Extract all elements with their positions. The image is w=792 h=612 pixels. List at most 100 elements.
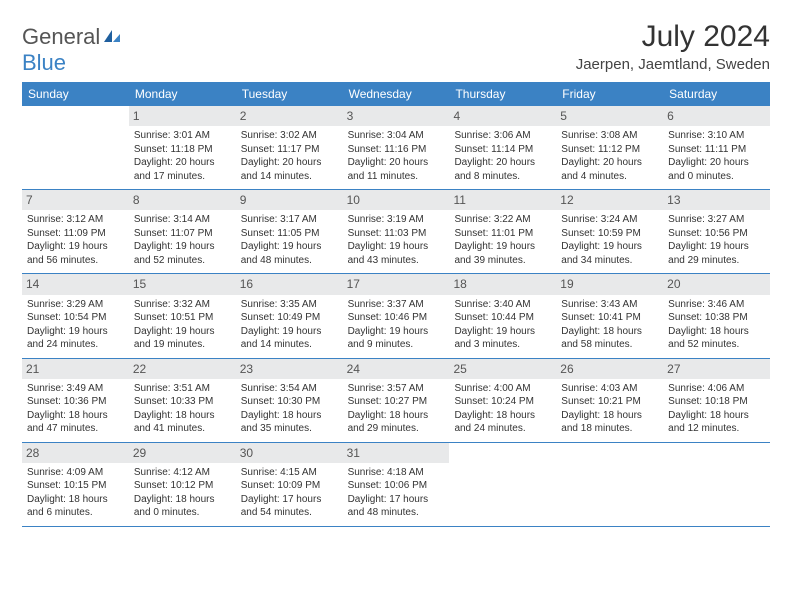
calendar-cell: 22Sunrise: 3:51 AMSunset: 10:33 PMDaylig… xyxy=(129,359,236,442)
day-detail-line: Sunrise: 3:17 AM xyxy=(241,213,338,227)
day-detail-line: Daylight: 19 hours xyxy=(348,240,445,254)
calendar-row: 28Sunrise: 4:09 AMSunset: 10:15 PMDaylig… xyxy=(22,443,770,527)
day-detail-line: Daylight: 20 hours xyxy=(134,156,231,170)
day-detail-line: and 24 minutes. xyxy=(454,422,551,436)
day-detail-line: and 35 minutes. xyxy=(241,422,338,436)
day-number: 15 xyxy=(129,274,236,294)
day-detail-line: Sunrise: 3:06 AM xyxy=(454,129,551,143)
day-number: 29 xyxy=(129,443,236,463)
day-detail-line: Daylight: 19 hours xyxy=(454,240,551,254)
day-detail-line: Sunset: 11:14 PM xyxy=(454,143,551,157)
calendar-cell: 9Sunrise: 3:17 AMSunset: 11:05 PMDayligh… xyxy=(236,190,343,273)
day-detail-line: Daylight: 19 hours xyxy=(27,325,124,339)
day-detail-line: Sunrise: 3:01 AM xyxy=(134,129,231,143)
day-detail-line: Sunrise: 3:24 AM xyxy=(561,213,658,227)
day-detail-line: and 24 minutes. xyxy=(27,338,124,352)
day-detail-line: and 41 minutes. xyxy=(134,422,231,436)
calendar-cell: 23Sunrise: 3:54 AMSunset: 10:30 PMDaylig… xyxy=(236,359,343,442)
day-detail-line: Sunset: 11:07 PM xyxy=(134,227,231,241)
day-detail-line: and 18 minutes. xyxy=(561,422,658,436)
calendar-cell: 14Sunrise: 3:29 AMSunset: 10:54 PMDaylig… xyxy=(22,274,129,357)
day-number: 3 xyxy=(343,106,450,126)
day-detail-line: Sunrise: 3:08 AM xyxy=(561,129,658,143)
calendar-cell: 19Sunrise: 3:43 AMSunset: 10:41 PMDaylig… xyxy=(556,274,663,357)
day-detail-line: and 4 minutes. xyxy=(561,170,658,184)
day-detail-line: Sunset: 11:16 PM xyxy=(348,143,445,157)
day-detail-line: and 52 minutes. xyxy=(668,338,765,352)
logo-text-general: General xyxy=(22,24,100,49)
calendar-cell: 29Sunrise: 4:12 AMSunset: 10:12 PMDaylig… xyxy=(129,443,236,526)
day-number: 9 xyxy=(236,190,343,210)
day-number: 23 xyxy=(236,359,343,379)
day-detail-line: Daylight: 18 hours xyxy=(348,409,445,423)
location-text: Jaerpen, Jaemtland, Sweden xyxy=(576,56,770,73)
day-detail-line: and 14 minutes. xyxy=(241,170,338,184)
day-detail-line: Sunset: 10:38 PM xyxy=(668,311,765,325)
calendar-cell xyxy=(556,443,663,526)
day-detail-line: Sunset: 10:18 PM xyxy=(668,395,765,409)
day-number: 22 xyxy=(129,359,236,379)
day-detail-line: Sunset: 11:09 PM xyxy=(27,227,124,241)
day-detail-line: Sunset: 10:21 PM xyxy=(561,395,658,409)
day-number: 10 xyxy=(343,190,450,210)
day-detail-line: Sunrise: 3:37 AM xyxy=(348,298,445,312)
day-detail-line: Daylight: 19 hours xyxy=(134,325,231,339)
day-detail-line: and 29 minutes. xyxy=(348,422,445,436)
day-detail-line: Daylight: 19 hours xyxy=(241,240,338,254)
day-detail-line: Daylight: 20 hours xyxy=(454,156,551,170)
day-detail-line: Daylight: 18 hours xyxy=(134,493,231,507)
day-detail-line: Sunset: 11:17 PM xyxy=(241,143,338,157)
day-detail-line: Sunset: 10:44 PM xyxy=(454,311,551,325)
day-detail-line: Sunset: 10:33 PM xyxy=(134,395,231,409)
calendar-cell: 10Sunrise: 3:19 AMSunset: 11:03 PMDaylig… xyxy=(343,190,450,273)
day-detail-line: and 56 minutes. xyxy=(27,254,124,268)
weekday-tuesday: Tuesday xyxy=(236,82,343,106)
weekday-friday: Friday xyxy=(556,82,663,106)
calendar-cell: 20Sunrise: 3:46 AMSunset: 10:38 PMDaylig… xyxy=(663,274,770,357)
calendar-row: 21Sunrise: 3:49 AMSunset: 10:36 PMDaylig… xyxy=(22,359,770,443)
day-number: 14 xyxy=(22,274,129,294)
day-number: 25 xyxy=(449,359,556,379)
day-number: 1 xyxy=(129,106,236,126)
page-header: General Blue July 2024 Jaerpen, Jaemtlan… xyxy=(22,20,770,76)
day-detail-line: and 43 minutes. xyxy=(348,254,445,268)
day-detail-line: Daylight: 19 hours xyxy=(27,240,124,254)
day-detail-line: Sunset: 10:46 PM xyxy=(348,311,445,325)
day-detail-line: Daylight: 20 hours xyxy=(561,156,658,170)
day-detail-line: Daylight: 17 hours xyxy=(241,493,338,507)
calendar-cell: 3Sunrise: 3:04 AMSunset: 11:16 PMDayligh… xyxy=(343,106,450,189)
day-detail-line: Sunrise: 4:09 AM xyxy=(27,466,124,480)
calendar: Sunday Monday Tuesday Wednesday Thursday… xyxy=(22,82,770,527)
day-detail-line: Sunrise: 3:04 AM xyxy=(348,129,445,143)
calendar-cell: 21Sunrise: 3:49 AMSunset: 10:36 PMDaylig… xyxy=(22,359,129,442)
day-number: 7 xyxy=(22,190,129,210)
day-detail-line: Daylight: 19 hours xyxy=(241,325,338,339)
day-detail-line: Sunrise: 4:12 AM xyxy=(134,466,231,480)
day-number: 19 xyxy=(556,274,663,294)
day-detail-line: Sunset: 10:24 PM xyxy=(454,395,551,409)
calendar-cell xyxy=(22,106,129,189)
day-number: 5 xyxy=(556,106,663,126)
day-detail-line: Sunrise: 4:03 AM xyxy=(561,382,658,396)
calendar-row: 7Sunrise: 3:12 AMSunset: 11:09 PMDayligh… xyxy=(22,190,770,274)
day-detail-line: Sunset: 11:11 PM xyxy=(668,143,765,157)
day-detail-line: Daylight: 20 hours xyxy=(668,156,765,170)
day-detail-line: Daylight: 19 hours xyxy=(668,240,765,254)
day-detail-line: and 14 minutes. xyxy=(241,338,338,352)
day-detail-line: Sunset: 11:01 PM xyxy=(454,227,551,241)
day-detail-line: Sunset: 10:09 PM xyxy=(241,479,338,493)
day-detail-line: and 3 minutes. xyxy=(454,338,551,352)
day-detail-line: and 19 minutes. xyxy=(134,338,231,352)
calendar-page: General Blue July 2024 Jaerpen, Jaemtlan… xyxy=(0,0,792,547)
day-number: 18 xyxy=(449,274,556,294)
day-detail-line: Sunset: 10:41 PM xyxy=(561,311,658,325)
day-number: 30 xyxy=(236,443,343,463)
day-number: 21 xyxy=(22,359,129,379)
day-number: 6 xyxy=(663,106,770,126)
calendar-cell: 5Sunrise: 3:08 AMSunset: 11:12 PMDayligh… xyxy=(556,106,663,189)
weekday-monday: Monday xyxy=(129,82,236,106)
calendar-body: 1Sunrise: 3:01 AMSunset: 11:18 PMDayligh… xyxy=(22,106,770,527)
day-number: 24 xyxy=(343,359,450,379)
day-detail-line: Sunset: 10:49 PM xyxy=(241,311,338,325)
day-detail-line: and 12 minutes. xyxy=(668,422,765,436)
